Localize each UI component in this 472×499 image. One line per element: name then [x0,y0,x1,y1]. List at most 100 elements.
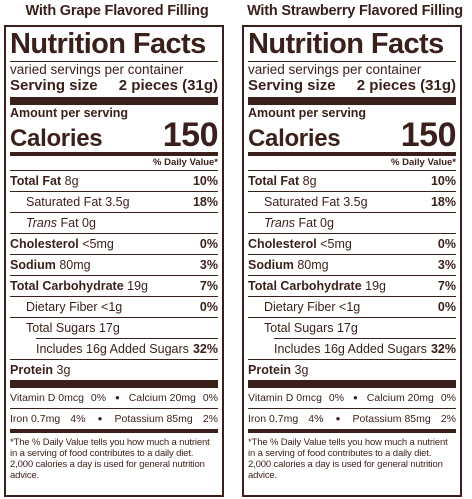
trans-fat-row: Trans Fat 0g [248,212,456,233]
bullet-icon: ● [114,393,120,402]
vitamin-d-calcium-row: Vitamin D 0mcg 0% ● Calcium 20mg 0% [10,388,218,408]
vitamin-d-daily-value: 0% [328,392,345,404]
vitamin-d-daily-value: 0% [90,392,107,404]
bullet-icon: ● [335,414,341,423]
protein-row: Protein 3g [248,360,456,380]
nutrient-name: Saturated Fat 3.5g [26,195,130,209]
calcium-amount: Calcium 20mg [366,392,434,404]
nutrient-daily-value: 0% [199,237,218,251]
added-sugars-row: Includes 16g Added Sugars 32% [274,338,456,359]
nutrient-daily-value: 0% [437,300,456,314]
nutrient-amount: 80mg [59,258,91,272]
nutrient-name: Sodium [10,258,56,272]
total-sugars-row: Total Sugars 17g [248,317,456,338]
nutrition-facts-title: Nutrition Facts [248,28,444,60]
sodium-row: Sodium 80mg 3% [10,254,218,275]
nutrient-name: Dietary Fiber <1g [264,300,361,314]
nutrient-daily-value: 18% [430,195,456,209]
nutrient-daily-value: 0% [199,300,218,314]
dietary-fiber-row: Dietary Fiber <1g 0% [248,296,456,317]
variant-heading: With Grape Flavored Filling [25,3,209,19]
bullet-icon: ● [97,414,103,423]
calories-label: Calories [10,125,103,152]
nutrient-amount: 19g [365,279,387,293]
nutrient-name: Total Fat [10,174,62,188]
serving-size-row: Serving size 2 pieces (31g) [248,77,456,97]
nutrient-amount: Fat 0g [60,216,96,230]
nutrient-name: Sodium [248,258,294,272]
nutrient-name: Protein [248,363,292,377]
iron-potassium-row: Iron 0.7mg 4% ● Potassium 85mg 2% [248,409,456,429]
vitamin-d-amount: Vitamin D 0mcg [248,392,322,404]
saturated-fat-row: Saturated Fat 3.5g 18% [10,191,218,212]
calcium-daily-value: 0% [440,392,456,404]
nutrient-name: Total Sugars 17g [264,321,358,335]
servings-per-container: varied servings per container [10,62,184,77]
nutrient-name: Trans [264,216,296,230]
nutrient-amount: <5mg [320,237,352,251]
iron-amount: Iron 0.7mg [248,413,299,425]
nutrient-amount: Fat 0g [298,216,334,230]
total-fat-row: Total Fat 8g 10% [10,170,218,191]
vitamin-d-calcium-row: Vitamin D 0mcg 0% ● Calcium 20mg 0% [248,388,456,408]
nutrient-amount: 8g [302,174,317,188]
daily-value-header: % Daily Value* [153,157,218,168]
nutrient-name: Saturated Fat 3.5g [264,195,368,209]
nutrient-name: Includes 16g Added Sugars [274,342,427,356]
serving-size-label: Serving size [10,77,98,94]
amount-per-serving: Amount per serving [10,106,129,120]
nutrient-amount: 3g [56,363,71,377]
nutrient-daily-value: 7% [199,279,218,293]
daily-value-header: % Daily Value* [391,157,456,168]
calories-row: Calories 150 [248,116,457,154]
cholesterol-row: Cholesterol <5mg 0% [248,233,456,254]
calories-row: Calories 150 [10,116,219,154]
saturated-fat-row: Saturated Fat 3.5g 18% [248,191,456,212]
sodium-row: Sodium 80mg 3% [248,254,456,275]
nutrient-daily-value: 3% [199,258,218,272]
daily-value-footnote: *The % Daily Value tells you how much a … [248,437,448,481]
potassium-amount: Potassium 85mg [352,413,431,425]
nutrient-daily-value: 32% [430,342,456,356]
nutrient-amount: 80mg [297,258,329,272]
serving-size-value: 2 pieces (31g) [356,77,456,94]
calories-value: 150 [162,116,219,154]
nutrient-daily-value: 0% [437,237,456,251]
calcium-amount: Calcium 20mg [128,392,196,404]
potassium-amount: Potassium 85mg [114,413,193,425]
nutrient-daily-value: 3% [437,258,456,272]
total-sugars-row: Total Sugars 17g [10,317,218,338]
nutrient-daily-value: 18% [192,195,218,209]
nutrition-facts-panel: Nutrition Facts varied servings per cont… [4,25,224,497]
vitamin-d-amount: Vitamin D 0mcg [10,392,84,404]
nutrition-facts-title: Nutrition Facts [10,28,206,60]
iron-amount: Iron 0.7mg [10,413,61,425]
total-fat-row: Total Fat 8g 10% [248,170,456,191]
potassium-daily-value: 2% [202,413,218,425]
cholesterol-row: Cholesterol <5mg 0% [10,233,218,254]
nutrient-name: Dietary Fiber <1g [26,300,123,314]
nutrient-amount: 8g [64,174,79,188]
nutrient-daily-value: 10% [430,174,456,188]
nutrient-name: Includes 16g Added Sugars [36,342,189,356]
nutrient-name: Total Carbohydrate [248,279,362,293]
protein-row: Protein 3g [10,360,218,380]
nutrient-name: Total Carbohydrate [10,279,124,293]
added-sugars-row: Includes 16g Added Sugars 32% [36,338,218,359]
calories-value: 150 [400,116,457,154]
bullet-icon: ● [352,393,358,402]
nutrition-facts-panel: Nutrition Facts varied servings per cont… [242,25,462,497]
nutrient-name: Total Sugars 17g [26,321,120,335]
iron-potassium-row: Iron 0.7mg 4% ● Potassium 85mg 2% [10,409,218,429]
nutrition-label-variant: With Grape Flavored Filling Nutrition Fa… [4,0,230,499]
nutrient-amount: <5mg [82,237,114,251]
daily-value-footnote: *The % Daily Value tells you how much a … [10,437,210,481]
iron-daily-value: 4% [308,413,324,425]
total-carbohydrate-row: Total Carbohydrate 19g 7% [10,275,218,296]
nutrient-daily-value: 10% [192,174,218,188]
amount-per-serving: Amount per serving [248,106,367,120]
nutrient-amount: 3g [294,363,309,377]
nutrition-label-variant: With Strawberry Flavored Filling Nutriti… [242,0,468,499]
total-carbohydrate-row: Total Carbohydrate 19g 7% [248,275,456,296]
nutrient-daily-value: 7% [437,279,456,293]
